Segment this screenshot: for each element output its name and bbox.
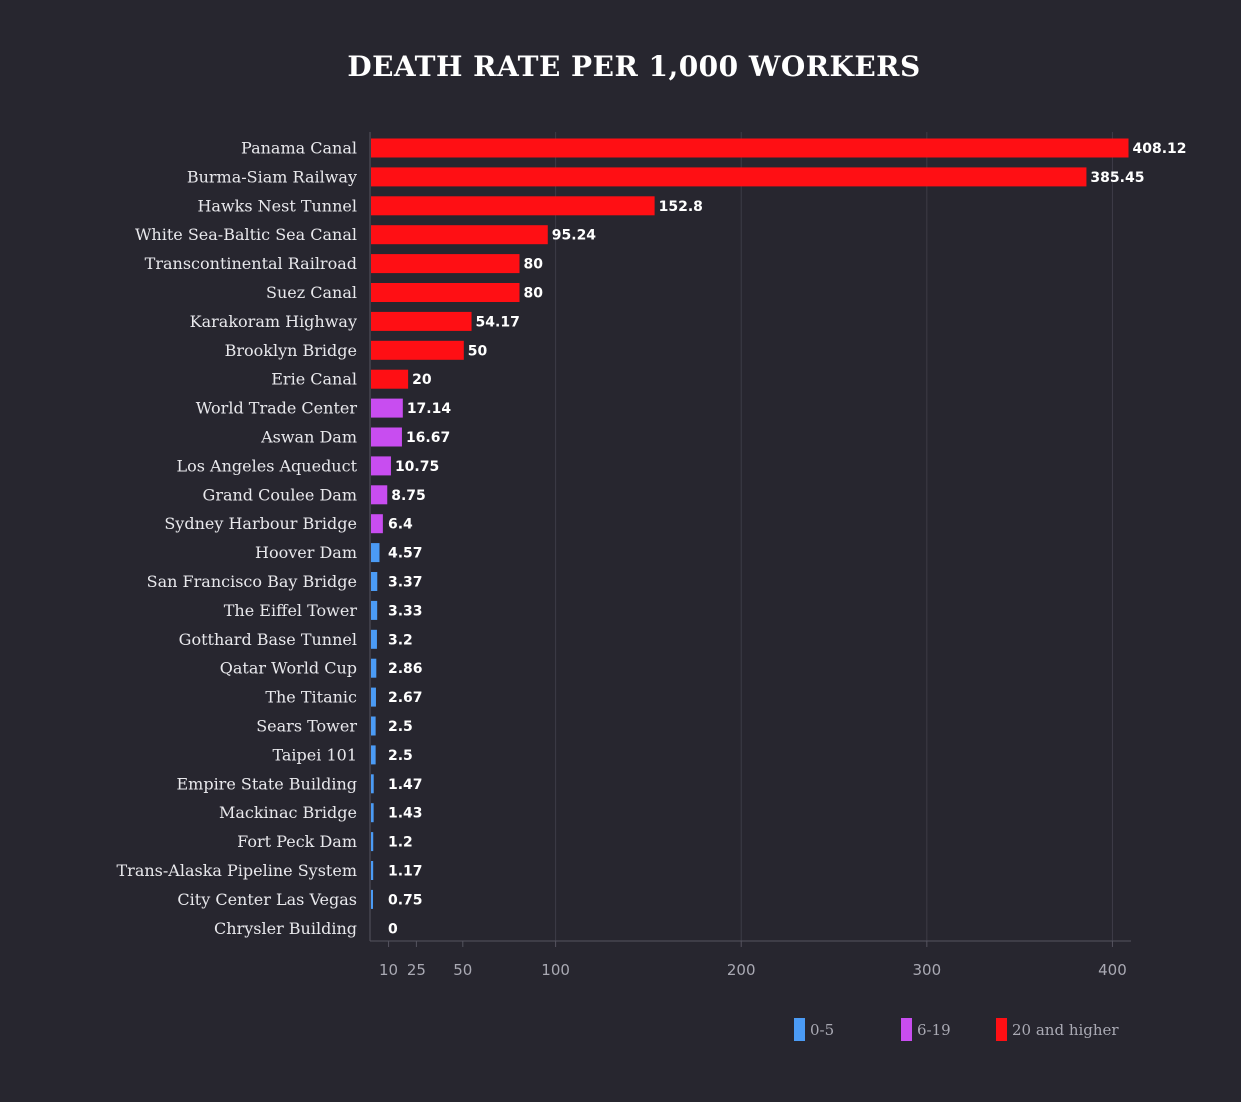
x-tick-label: 100 [541,961,570,979]
bar [371,803,374,823]
value-label: 80 [523,286,543,302]
bar [371,311,472,331]
bar [371,456,391,476]
category-label: Qatar World Cup [220,659,357,678]
value-label: 17.14 [407,401,452,417]
value-label: 152.8 [659,199,703,215]
x-tick-label: 10 [379,961,398,979]
category-label: Empire State Building [176,774,357,793]
category-label: Transcontinental Railroad [145,254,357,273]
bar [371,225,548,245]
category-label: Sydney Harbour Bridge [164,514,357,533]
value-label: 0.75 [388,892,423,908]
category-label: San Francisco Bay Bridge [147,572,357,591]
bar [371,861,374,880]
legend-label: 0-5 [810,1021,834,1039]
category-label: Gotthard Base Tunnel [179,630,357,649]
category-label: The Titanic [265,688,357,707]
x-tick-label: 50 [453,961,472,979]
bar [371,543,380,563]
x-tick-label: 300 [913,961,942,979]
value-label: 50 [468,343,488,359]
value-label: 20 [412,372,432,388]
category-label: Erie Canal [271,370,357,389]
bar [371,832,374,852]
bar [371,283,520,302]
category-label: Aswan Dam [260,428,357,447]
legend-label: 20 and higher [1012,1021,1119,1039]
bar [371,745,376,765]
bar [371,485,388,505]
value-label: 16.67 [406,430,450,446]
category-label: White Sea-Baltic Sea Canal [135,225,357,244]
legend-label: 6-19 [917,1021,951,1039]
bar [371,196,655,216]
chart-title: DEATH RATE PER 1,000 WORKERS [347,50,921,83]
value-label: 6.4 [388,517,413,533]
value-label: 8.75 [391,488,426,504]
category-label: Hawks Nest Tunnel [197,196,357,215]
bar [371,687,376,707]
bar [371,716,376,736]
value-label: 3.33 [388,603,423,619]
category-label: Hoover Dam [255,543,357,562]
bar [371,340,464,360]
value-label: 4.57 [388,546,423,562]
bar [371,572,378,591]
bar [371,600,378,620]
bar [371,629,377,649]
category-label: Panama Canal [241,139,357,158]
category-label: City Center Las Vegas [177,890,357,909]
legend-swatch [901,1018,912,1041]
bar [371,889,373,909]
x-tick-label: 200 [727,961,756,979]
category-label: Burma-Siam Railway [187,167,357,186]
bar [371,167,1087,187]
value-label: 385.45 [1090,170,1144,186]
value-label: 1.47 [388,777,423,793]
value-label: 1.43 [388,806,423,822]
bar [371,774,374,794]
category-label: World Trade Center [196,399,358,418]
category-label: Los Angeles Aqueduct [176,456,357,475]
bar [371,398,403,418]
legend-swatch [996,1018,1007,1041]
value-label: 3.37 [388,575,423,591]
x-tick-label: 25 [407,961,426,979]
category-label: The Eiffel Tower [224,601,358,620]
legend-swatch [794,1018,805,1041]
category-label: Mackinac Bridge [219,803,357,822]
bar [371,254,520,274]
value-label: 2.5 [388,719,413,735]
category-label: Sears Tower [256,717,357,736]
value-label: 1.17 [388,864,423,880]
category-label: Taipei 101 [272,745,357,764]
value-label: 80 [523,257,543,273]
category-label: Fort Peck Dam [237,832,357,851]
value-label: 54.17 [476,314,520,330]
category-label: Karakoram Highway [190,312,357,331]
category-label: Chrysler Building [214,919,357,938]
category-label: Grand Coulee Dam [203,485,357,504]
value-label: 2.5 [388,748,413,764]
bar [371,658,377,678]
value-label: 0 [388,921,398,937]
bar [371,369,409,389]
value-label: 1.2 [388,835,413,851]
value-label: 2.86 [388,661,423,677]
value-label: 95.24 [552,228,597,244]
value-label: 2.67 [388,690,423,706]
category-label: Suez Canal [266,283,357,302]
x-tick-label: 400 [1098,961,1127,979]
category-label: Trans-Alaska Pipeline System [117,861,358,880]
category-label: Brooklyn Bridge [225,341,357,360]
value-label: 10.75 [395,459,439,475]
bar [371,138,1129,158]
value-label: 3.2 [388,632,413,648]
bar [371,514,383,534]
value-label: 408.12 [1133,141,1187,157]
bar [371,427,402,447]
